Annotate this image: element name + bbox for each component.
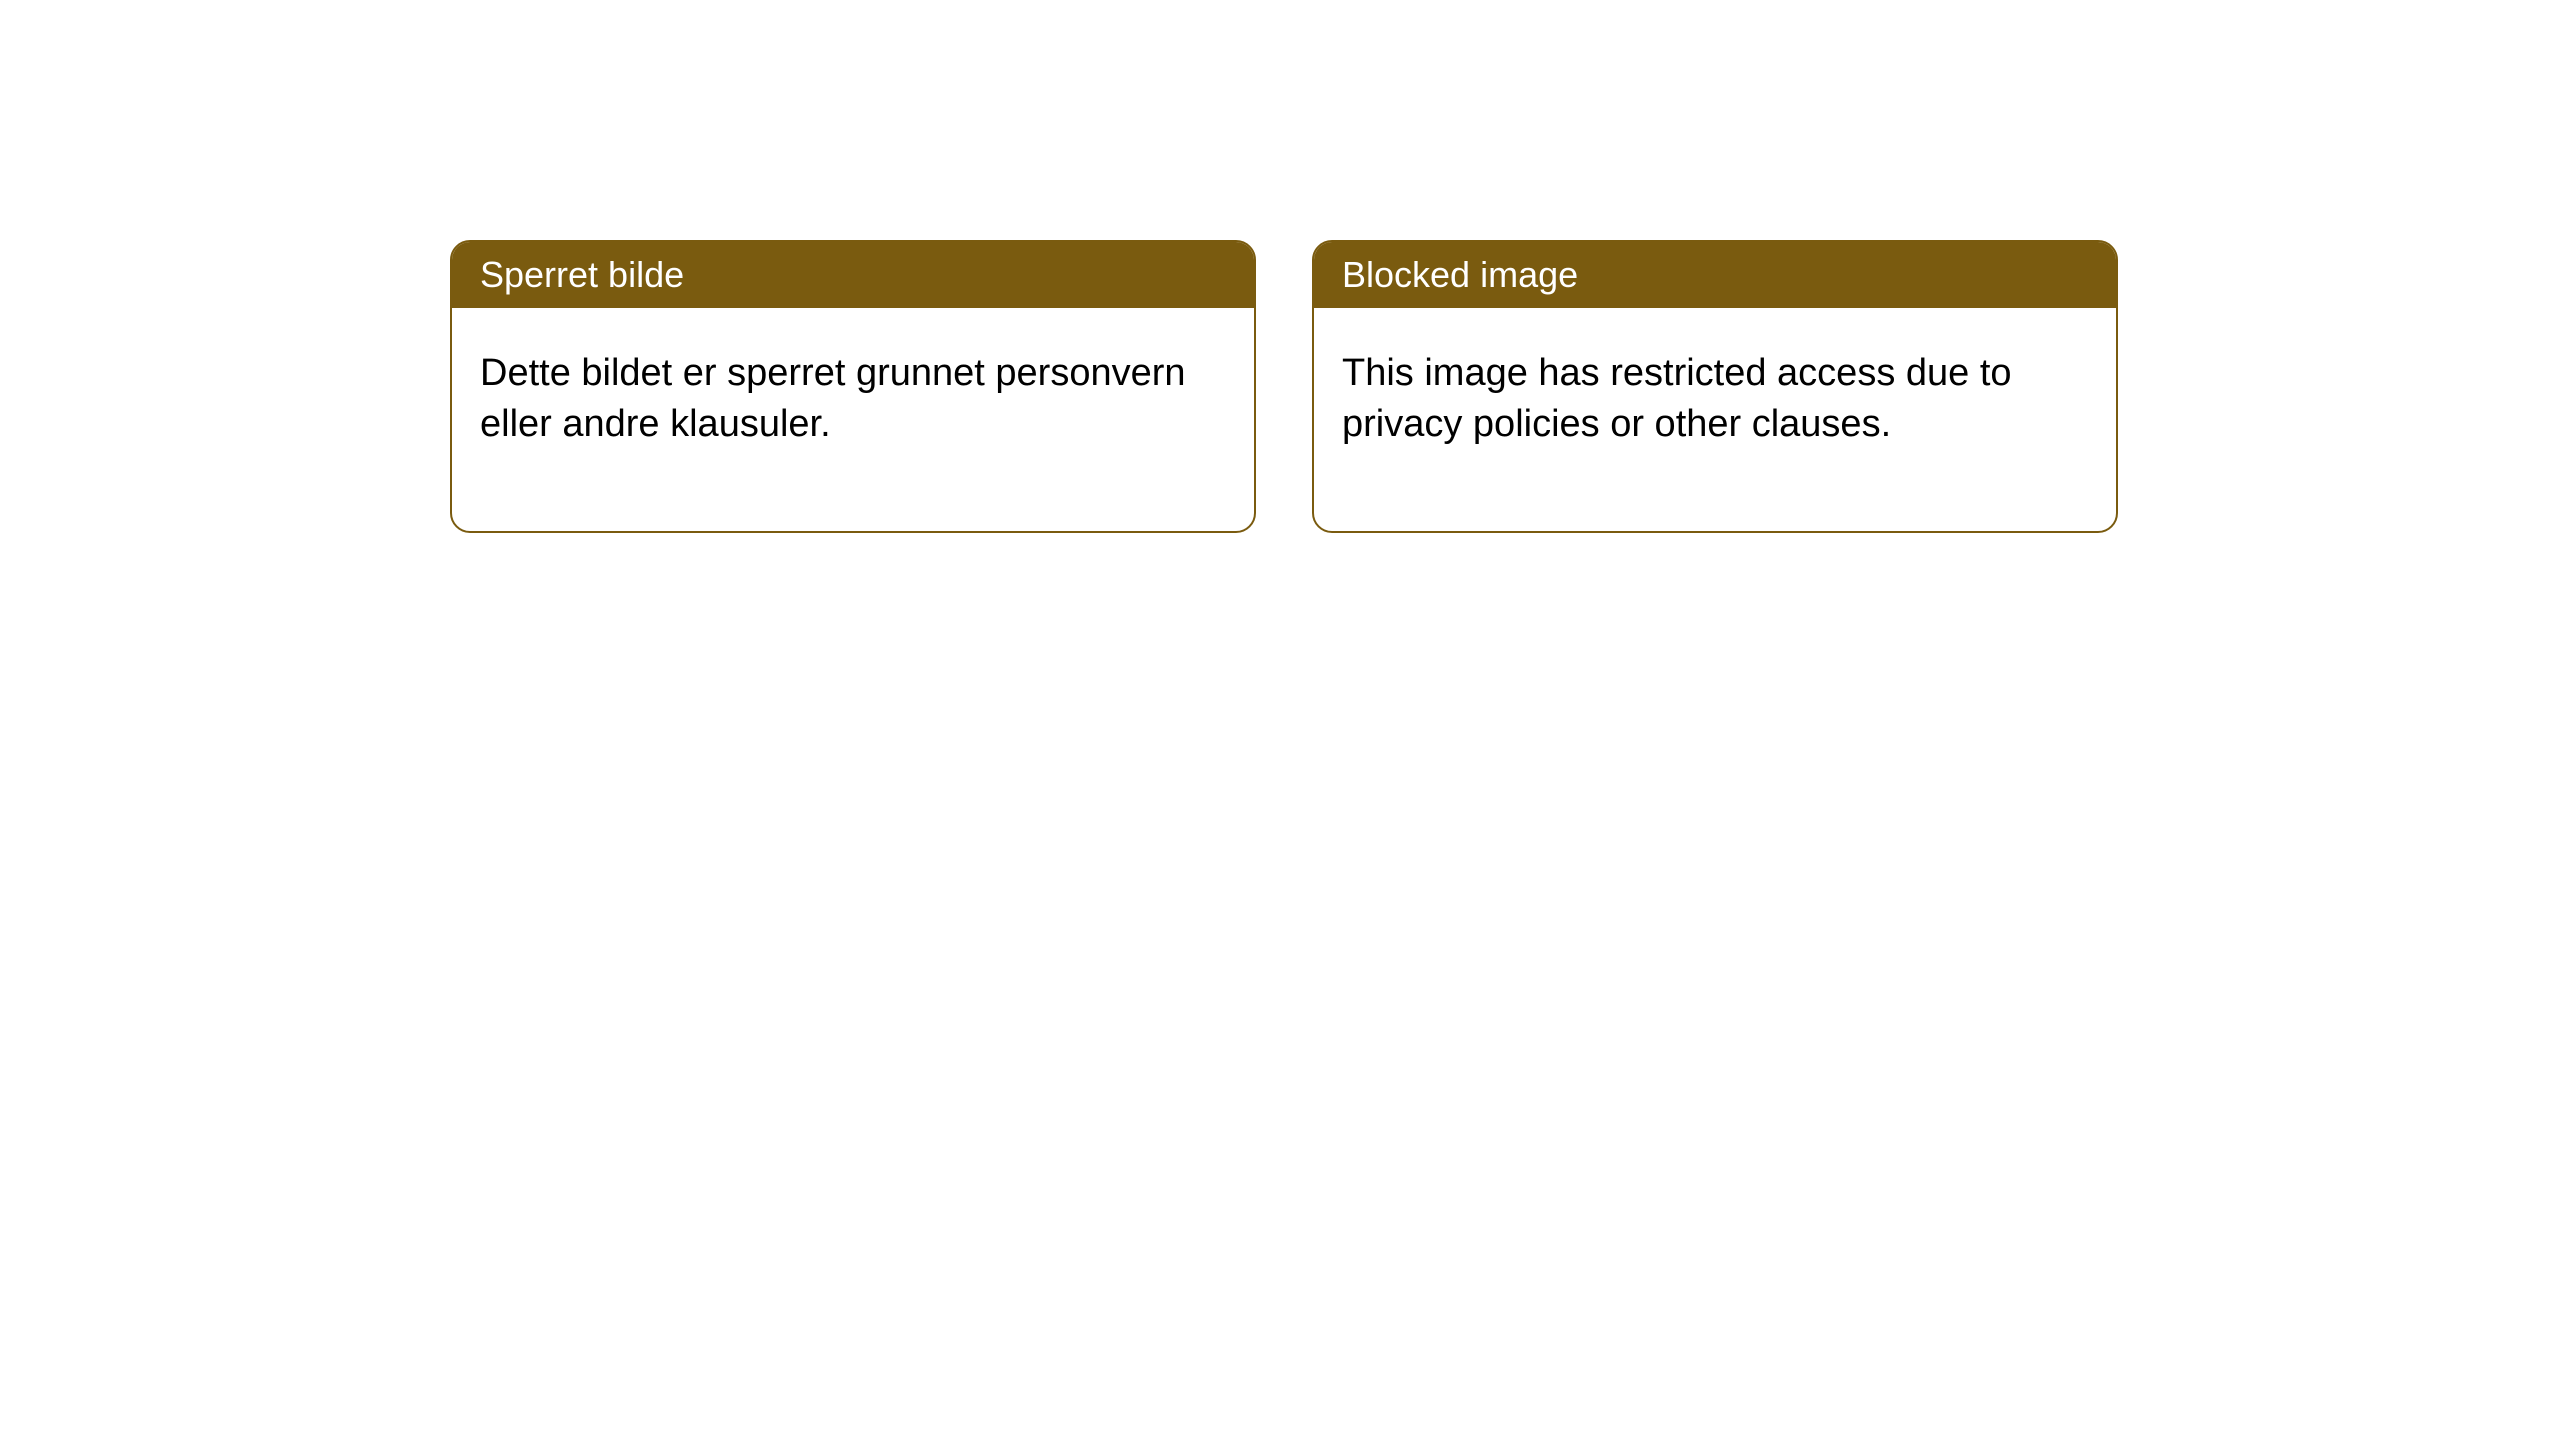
notice-header-norwegian: Sperret bilde bbox=[452, 242, 1254, 308]
notice-body-english: This image has restricted access due to … bbox=[1314, 308, 2116, 531]
notice-header-english: Blocked image bbox=[1314, 242, 2116, 308]
notice-title-english: Blocked image bbox=[1342, 254, 1578, 295]
notice-title-norwegian: Sperret bilde bbox=[480, 254, 684, 295]
notice-text-english: This image has restricted access due to … bbox=[1342, 352, 2012, 445]
notice-text-norwegian: Dette bildet er sperret grunnet personve… bbox=[480, 352, 1186, 445]
notice-card-english: Blocked image This image has restricted … bbox=[1312, 240, 2118, 533]
notice-card-norwegian: Sperret bilde Dette bildet er sperret gr… bbox=[450, 240, 1256, 533]
notice-body-norwegian: Dette bildet er sperret grunnet personve… bbox=[452, 308, 1254, 531]
notice-container: Sperret bilde Dette bildet er sperret gr… bbox=[450, 240, 2118, 533]
